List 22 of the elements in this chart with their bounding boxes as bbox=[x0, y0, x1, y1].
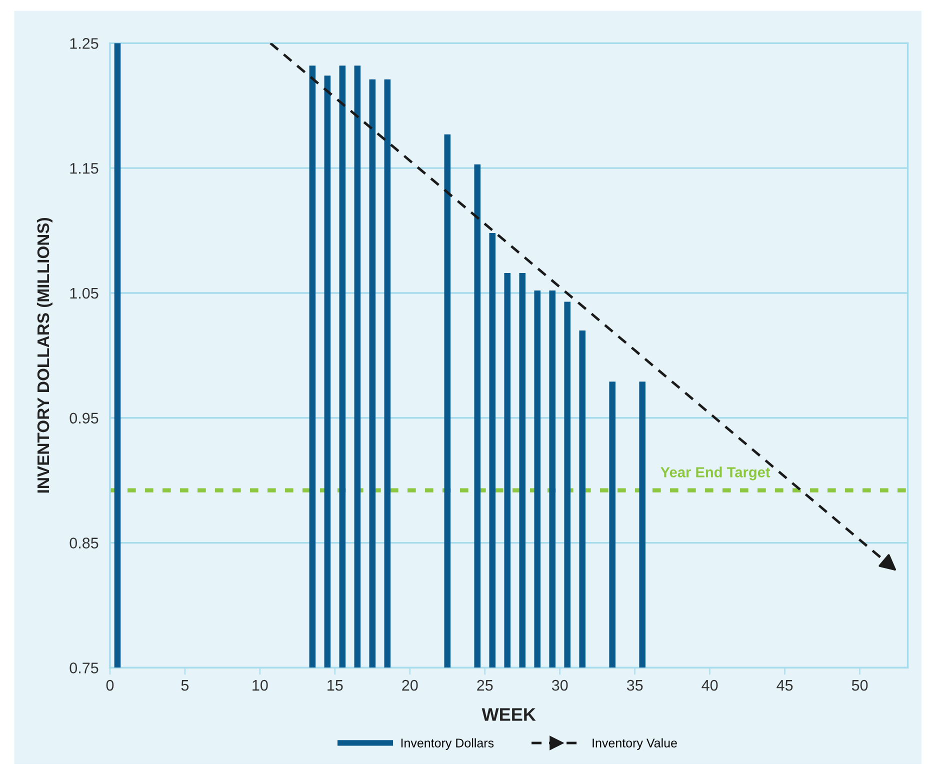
y-tick-label: 0.75 bbox=[70, 662, 98, 674]
y-tick-label: 1.25 bbox=[70, 38, 98, 49]
x-tick-label: 30 bbox=[552, 680, 568, 691]
x-tick-label: 0 bbox=[106, 680, 114, 691]
x-tick-label: 40 bbox=[702, 680, 718, 691]
x-tick-label: 5 bbox=[181, 680, 189, 691]
x-tick-label: 50 bbox=[852, 680, 868, 691]
x-tick-label: 10 bbox=[252, 680, 268, 691]
x-axis-title: WEEK bbox=[482, 708, 536, 721]
y-tick-label: 0.85 bbox=[70, 538, 98, 548]
y-tick-label: 0.95 bbox=[70, 412, 98, 424]
x-tick-label: 45 bbox=[776, 680, 793, 691]
ref-line-label: Year End Target bbox=[660, 466, 770, 480]
y-axis-title: INVENTORY DOLLARS (MILLIONS) bbox=[36, 218, 52, 493]
x-tick-label: 20 bbox=[402, 680, 418, 691]
legend-label: Inventory Dollars bbox=[401, 738, 494, 750]
x-tick-label: 25 bbox=[477, 680, 493, 691]
y-tick-label: 1.05 bbox=[70, 288, 98, 299]
legend-label: Inventory Value bbox=[592, 738, 677, 750]
y-tick-label: 1.15 bbox=[70, 163, 98, 174]
x-tick-label: 15 bbox=[328, 680, 343, 691]
x-tick-label: 35 bbox=[626, 680, 643, 691]
